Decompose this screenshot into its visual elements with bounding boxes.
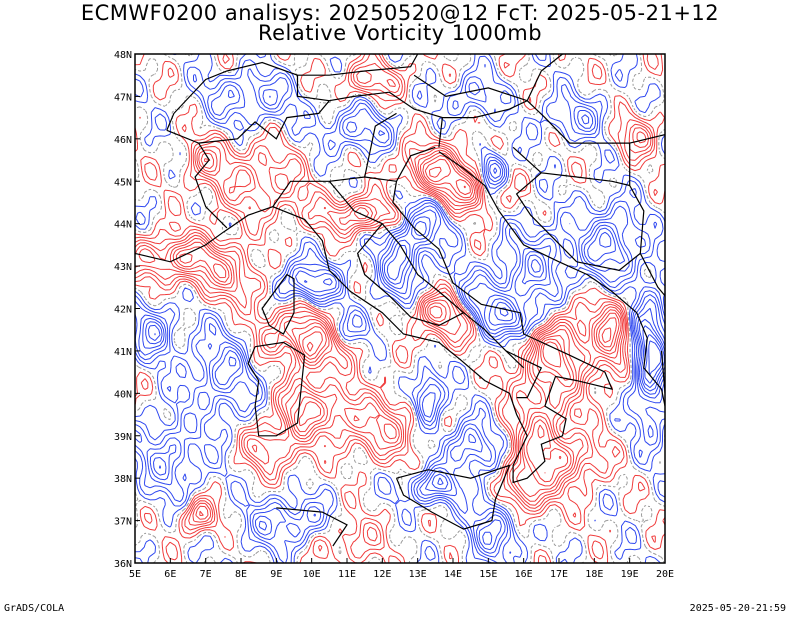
boundary-line xyxy=(526,54,563,101)
lon-tick-label: 12E xyxy=(373,569,391,580)
negative-contour xyxy=(135,54,665,563)
latitude-axis: 36N 37N 38N 39N 40N 41N 42N 43N 44N 45N 46N 47N 48N xyxy=(114,50,140,570)
boundary-line xyxy=(166,61,330,131)
lon-tick-label: 20E xyxy=(656,569,674,580)
positive-contour xyxy=(135,54,665,563)
negative-contour xyxy=(148,220,665,545)
boundary-line xyxy=(166,129,228,229)
lat-tick-label: 48N xyxy=(114,50,132,61)
lon-tick-label: 16E xyxy=(515,569,533,580)
positive-contour xyxy=(175,155,617,487)
positive-contour xyxy=(306,166,562,474)
negative-contour xyxy=(145,95,665,551)
boundary-line xyxy=(395,464,511,530)
boundary-line xyxy=(261,273,295,335)
negative-contour xyxy=(154,228,665,486)
lat-tick-label: 37N xyxy=(114,517,132,528)
lon-tick-label: 11E xyxy=(338,569,356,580)
positive-contour xyxy=(135,54,654,552)
boundary-line xyxy=(512,146,630,187)
boundary-line xyxy=(356,223,464,327)
boundary-line xyxy=(413,74,528,102)
lat-tick-label: 43N xyxy=(114,262,132,273)
lat-tick-label: 45N xyxy=(114,177,132,188)
boundary-line xyxy=(515,172,578,263)
longitude-axis: 5E 6E 7E 8E 9E 10E 11E 12E 13E 14E 15E 16E 17E 18E 19E… xyxy=(129,558,674,580)
lat-tick-label: 40N xyxy=(114,389,132,400)
chart-title: ECMWF0200 analisys: 20250520@12 FcT: 202… xyxy=(80,1,720,25)
boundary-line xyxy=(297,54,419,76)
positive-contour xyxy=(135,70,650,523)
lon-tick-label: 5E xyxy=(129,569,141,580)
boundary-line xyxy=(328,180,525,369)
lon-tick-label: 8E xyxy=(235,569,247,580)
lat-tick-label: 39N xyxy=(114,432,132,443)
lat-tick-label: 42N xyxy=(114,305,132,316)
chart-subtitle: Relative Vorticity 1000mb xyxy=(257,21,543,45)
lon-tick-label: 17E xyxy=(550,569,568,580)
boundary-line xyxy=(135,231,224,263)
lat-tick-label: 44N xyxy=(114,220,132,231)
boundary-line xyxy=(505,350,543,399)
boundary-line xyxy=(438,151,665,407)
lon-tick-label: 15E xyxy=(479,569,497,580)
positive-contour xyxy=(135,62,652,542)
lat-tick-label: 46N xyxy=(114,135,132,146)
lon-tick-label: 14E xyxy=(444,569,462,580)
boundary-line xyxy=(276,507,348,547)
boundary-line xyxy=(576,252,641,271)
negative-contour xyxy=(142,89,665,554)
software-credit: GrADS/COLA xyxy=(4,603,65,614)
positive-contour xyxy=(138,131,647,520)
positive-contour xyxy=(179,158,612,483)
boundary-line xyxy=(629,134,665,144)
timestamp: 2025-05-20-21:59 xyxy=(689,603,786,614)
lat-tick-label: 38N xyxy=(114,474,132,485)
lon-tick-label: 10E xyxy=(303,569,321,580)
zero-contour xyxy=(135,54,665,563)
negative-contour xyxy=(135,64,665,563)
lon-tick-label: 9E xyxy=(270,569,282,580)
boundary-line xyxy=(364,112,397,178)
lon-tick-label: 7E xyxy=(200,569,212,580)
lon-tick-label: 18E xyxy=(585,569,603,580)
lat-tick-label: 47N xyxy=(114,92,132,103)
boundary-line xyxy=(247,341,306,437)
positive-contour xyxy=(135,54,665,563)
map-background xyxy=(135,54,665,563)
lon-tick-label: 13E xyxy=(409,569,427,580)
lon-tick-label: 19E xyxy=(621,569,639,580)
vorticity-contours xyxy=(135,54,665,563)
lat-tick-label: 36N xyxy=(114,559,132,570)
lat-tick-label: 41N xyxy=(114,347,132,358)
boundary-line xyxy=(198,91,444,148)
negative-contour xyxy=(648,340,662,376)
negative-contour xyxy=(135,54,665,563)
boundary-line xyxy=(222,146,614,484)
lon-tick-label: 6E xyxy=(164,569,176,580)
